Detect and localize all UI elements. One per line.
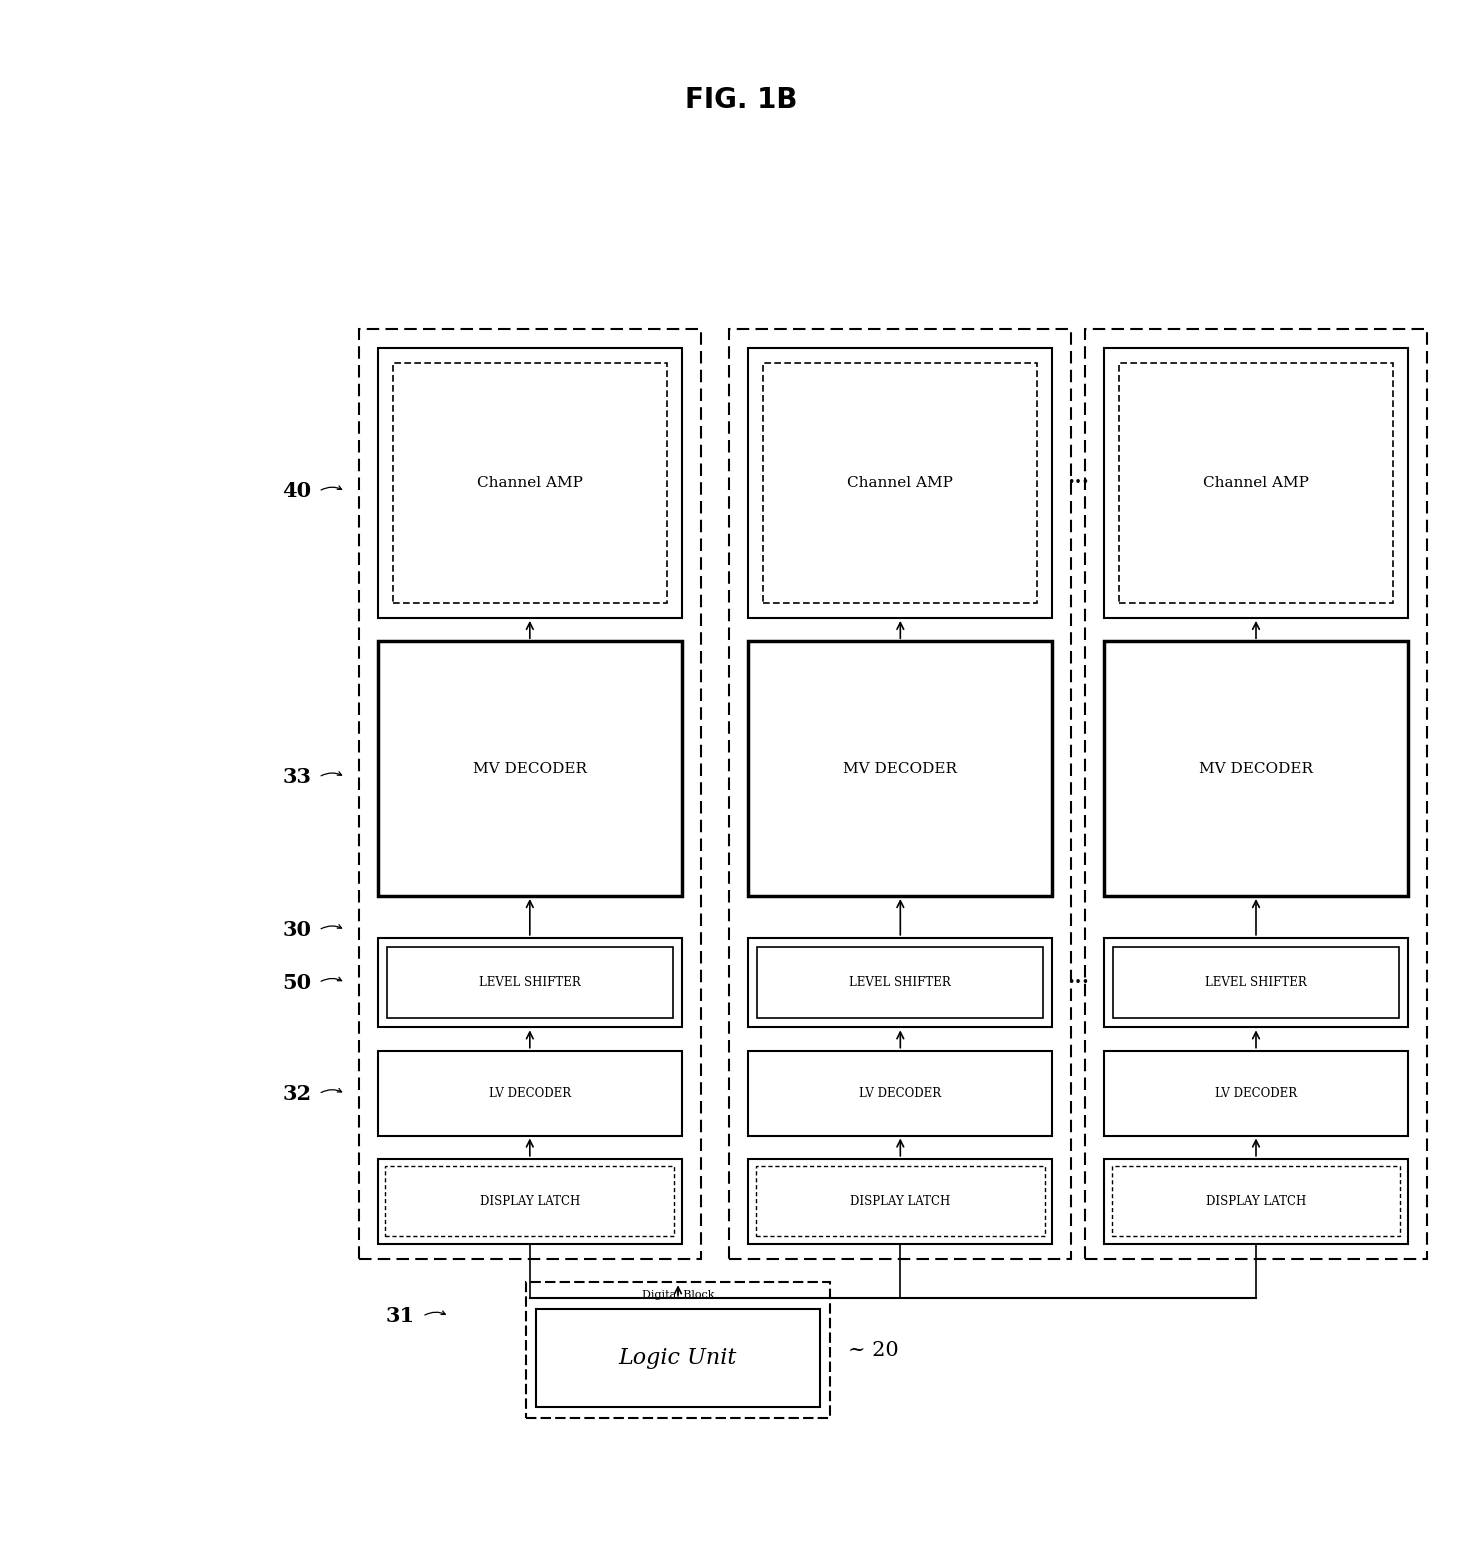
Text: LV DECODER: LV DECODER (489, 1086, 571, 1100)
Bar (526, 1282, 830, 1418)
Text: Channel AMP: Channel AMP (477, 476, 582, 490)
Bar (729, 329, 1071, 1259)
Text: DISPLAY LATCH: DISPLAY LATCH (480, 1194, 579, 1208)
Bar (385, 1166, 674, 1236)
Bar (1104, 348, 1408, 618)
Bar (763, 363, 1037, 603)
Bar (757, 947, 1043, 1018)
Bar (748, 938, 1052, 1027)
Bar (748, 1159, 1052, 1244)
Text: 30: 30 (282, 921, 311, 939)
Bar (748, 348, 1052, 618)
Text: MV DECODER: MV DECODER (473, 762, 587, 776)
Text: LV DECODER: LV DECODER (860, 1086, 941, 1100)
Bar (1113, 947, 1399, 1018)
Bar (536, 1309, 820, 1407)
Bar (756, 1166, 1045, 1236)
Bar (1104, 938, 1408, 1027)
Text: •••: ••• (1067, 476, 1089, 490)
Bar (1104, 641, 1408, 896)
Bar (1104, 1159, 1408, 1244)
Bar (378, 641, 682, 896)
Bar (1104, 1051, 1408, 1136)
Text: MV DECODER: MV DECODER (843, 762, 957, 776)
Bar (393, 363, 667, 603)
Bar (378, 348, 682, 618)
Text: LV DECODER: LV DECODER (1215, 1086, 1297, 1100)
Bar (387, 947, 673, 1018)
Text: DISPLAY LATCH: DISPLAY LATCH (851, 1194, 950, 1208)
Bar (1119, 363, 1393, 603)
Text: LEVEL SHIFTER: LEVEL SHIFTER (849, 976, 951, 989)
Bar (748, 641, 1052, 896)
Bar (748, 1051, 1052, 1136)
Text: 50: 50 (282, 973, 311, 992)
Bar (1085, 329, 1427, 1259)
Text: Logic Unit: Logic Unit (619, 1347, 737, 1369)
Text: DISPLAY LATCH: DISPLAY LATCH (1206, 1194, 1306, 1208)
Text: 32: 32 (282, 1085, 311, 1103)
Text: LEVEL SHIFTER: LEVEL SHIFTER (1205, 976, 1307, 989)
Text: Digital Block: Digital Block (642, 1290, 714, 1299)
Text: ~ 20: ~ 20 (848, 1341, 898, 1360)
Text: FIG. 1B: FIG. 1B (685, 87, 797, 114)
Bar (359, 329, 701, 1259)
Bar (1112, 1166, 1400, 1236)
Text: •••: ••• (1067, 976, 1089, 989)
Text: Channel AMP: Channel AMP (1203, 476, 1309, 490)
Bar (378, 1051, 682, 1136)
Text: LEVEL SHIFTER: LEVEL SHIFTER (479, 976, 581, 989)
Bar (378, 938, 682, 1027)
Text: Channel AMP: Channel AMP (848, 476, 953, 490)
Text: MV DECODER: MV DECODER (1199, 762, 1313, 776)
Text: 33: 33 (282, 768, 311, 786)
Text: 40: 40 (282, 482, 311, 501)
Text: 31: 31 (385, 1307, 415, 1326)
Bar (378, 1159, 682, 1244)
